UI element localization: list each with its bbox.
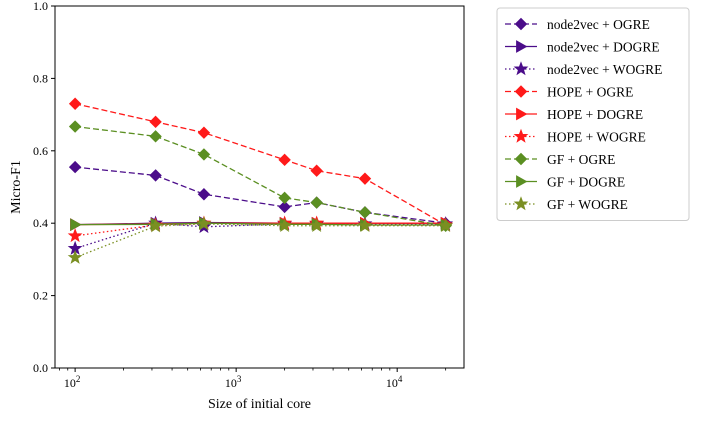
legend-marker	[513, 61, 529, 76]
y-tick-label: 1.0	[33, 0, 48, 13]
data-point	[197, 148, 211, 161]
x-tick-label: 102	[64, 374, 81, 390]
series-line	[74, 222, 446, 250]
x-tick-label: 103	[225, 374, 242, 390]
data-point	[310, 196, 323, 209]
legend-marker	[516, 175, 528, 188]
legend-label: GF + WOGRE	[547, 197, 628, 212]
series-8	[67, 216, 454, 264]
data-point	[68, 97, 82, 110]
x-axis-label: Size of initial core	[208, 397, 311, 412]
data-point	[309, 217, 325, 233]
y-tick-label: 0.8	[33, 71, 48, 85]
data-point	[277, 217, 293, 233]
y-tick-label: 0.6	[33, 144, 48, 158]
legend-label: HOPE + OGRE	[547, 85, 633, 100]
legend-box	[496, 7, 690, 221]
data-point	[278, 200, 291, 214]
data-point	[310, 164, 323, 177]
data-point	[358, 206, 372, 219]
y-axis-label: Micro-F1	[9, 160, 24, 214]
data-point	[148, 218, 163, 233]
plot-frame	[54, 5, 465, 369]
data-point	[68, 160, 82, 174]
data-point	[358, 172, 372, 185]
legend-marker	[514, 17, 528, 31]
y-tick-label: 0.4	[33, 216, 48, 230]
legend-marker	[513, 196, 529, 211]
data-point	[67, 228, 83, 243]
legend-label: node2vec + WOGRE	[547, 62, 662, 77]
plot-area	[67, 97, 454, 264]
series-3	[68, 97, 452, 232]
legend-marker	[513, 128, 529, 143]
legend-marker	[516, 107, 528, 121]
series-line	[75, 125, 446, 227]
data-point	[149, 169, 162, 182]
legend-label: HOPE + WOGRE	[547, 130, 646, 145]
y-tick-label: 0.0	[33, 361, 48, 375]
data-point	[278, 191, 291, 205]
series-line	[75, 166, 446, 224]
y-tick-label: 0.2	[33, 289, 48, 303]
data-point	[149, 115, 162, 129]
data-point	[196, 216, 212, 231]
data-point	[197, 188, 211, 201]
data-point	[357, 217, 373, 233]
legend-marker	[516, 40, 528, 53]
legend-label: GF + DOGRE	[547, 175, 625, 190]
axis-ticks: 0.0 0.2 0.4 0.6 0.8 1.0 102 103 104	[33, 0, 447, 390]
legend-label: HOPE + DOGRE	[547, 107, 643, 122]
data-point	[149, 130, 162, 143]
legend-marker	[514, 152, 528, 166]
data-point	[438, 217, 454, 233]
data-point	[278, 153, 291, 167]
series-6	[68, 120, 452, 232]
legend-label: node2vec + OGRE	[547, 17, 650, 32]
legend: node2vec + OGRE node2vec + DOGRE node2vec …	[496, 7, 690, 221]
data-point	[68, 120, 82, 133]
x-tick-label: 104	[386, 374, 403, 390]
series-5	[67, 215, 454, 243]
series-line	[74, 103, 446, 226]
legend-label: GF + OGRE	[547, 152, 615, 167]
legend-marker	[514, 85, 528, 98]
data-point	[67, 249, 83, 264]
legend-label: node2vec + DOGRE	[547, 40, 660, 55]
data-point	[197, 126, 211, 139]
data-point	[70, 218, 82, 231]
